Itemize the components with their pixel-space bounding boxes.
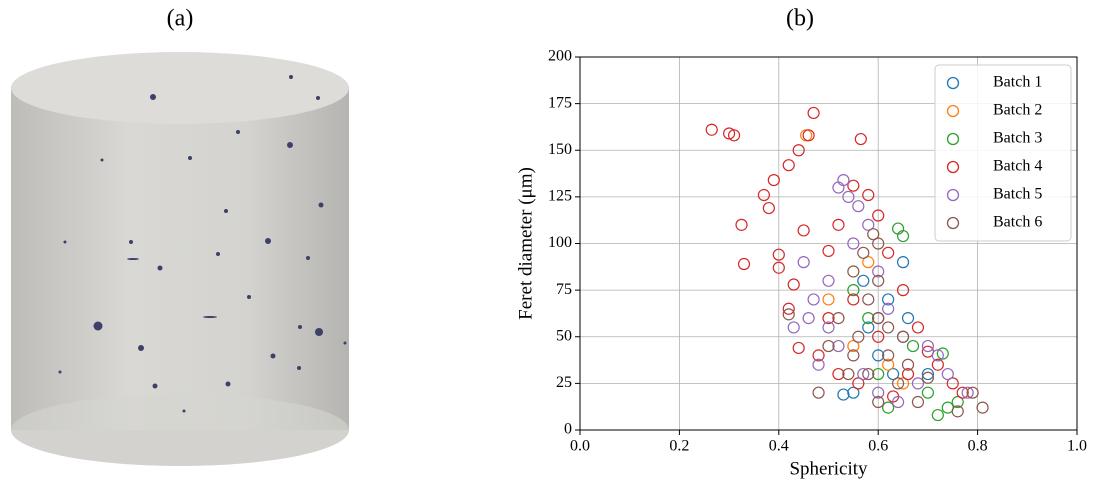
y-axis-title: Feret diameter (μm) <box>515 167 536 320</box>
point <box>863 294 874 305</box>
x-tick-label: 0.0 <box>570 438 590 455</box>
legend-label: Batch 1 <box>993 74 1042 91</box>
x-axis-title: Sphericity <box>789 458 868 479</box>
scatter-chart: 0.0 0.2 0.4 0.6 0.8 1.0 0 25 50 75 100 125 150 175 200… <box>515 48 1087 480</box>
point <box>898 231 909 242</box>
point <box>793 342 804 353</box>
point <box>768 175 779 186</box>
point <box>808 107 819 118</box>
point <box>912 397 923 408</box>
x-tick-label: 0.2 <box>669 438 689 455</box>
point <box>788 279 799 290</box>
point <box>788 322 799 333</box>
cylinder-render <box>11 52 349 466</box>
point <box>838 389 849 400</box>
point <box>801 130 812 141</box>
point <box>739 259 750 270</box>
point <box>736 219 747 230</box>
point <box>903 313 914 324</box>
y-tick-label: 125 <box>548 188 572 205</box>
point <box>898 257 909 268</box>
point <box>823 294 834 305</box>
point <box>912 322 923 333</box>
point <box>758 190 769 201</box>
point <box>855 134 866 145</box>
x-tick-label: 0.8 <box>968 438 988 455</box>
x-tick-label: 0.6 <box>868 438 888 455</box>
point <box>833 219 844 230</box>
point <box>907 341 918 352</box>
y-tick-label: 0 <box>564 421 572 438</box>
point <box>798 225 809 236</box>
point <box>823 245 834 256</box>
point <box>803 313 814 324</box>
y-tick-label: 200 <box>548 48 572 65</box>
point <box>813 387 824 398</box>
y-tick-label: 75 <box>556 281 572 298</box>
point <box>808 294 819 305</box>
point <box>853 201 864 212</box>
legend-label: Batch 2 <box>993 102 1042 119</box>
legend-label: Batch 6 <box>993 214 1042 231</box>
point <box>883 322 894 333</box>
point <box>883 247 894 258</box>
point <box>823 275 834 286</box>
point <box>977 402 988 413</box>
legend-label: Batch 3 <box>993 130 1042 147</box>
panel-label: (a) <box>167 6 194 32</box>
x-tick-label: 1.0 <box>1067 438 1087 455</box>
point <box>942 369 953 380</box>
x-tick-label: 0.4 <box>769 438 789 455</box>
point <box>833 182 844 193</box>
point <box>803 130 814 141</box>
point <box>883 402 894 413</box>
point <box>783 160 794 171</box>
legend-label: Batch 5 <box>993 186 1042 203</box>
y-tick-label: 175 <box>548 94 572 111</box>
y-tick-label: 25 <box>556 374 572 391</box>
point <box>848 266 859 277</box>
point <box>798 257 809 268</box>
point <box>838 175 849 186</box>
panel-label: (b) <box>786 6 814 32</box>
y-tick-label: 150 <box>548 141 572 158</box>
y-tick-label: 100 <box>548 234 572 251</box>
point <box>893 223 904 234</box>
point <box>858 247 869 258</box>
point <box>863 190 874 201</box>
point <box>922 387 933 398</box>
point <box>858 275 869 286</box>
figure: (a) (b) 0.0 0.2 0.4 0.6 0.8 1.0 0 25 50 75 100 125 1… <box>0 0 1097 485</box>
point <box>706 124 717 135</box>
point <box>932 410 943 421</box>
y-tick-label: 50 <box>556 327 572 344</box>
point <box>763 203 774 214</box>
legend-label: Batch 4 <box>993 158 1042 175</box>
point <box>848 180 859 191</box>
